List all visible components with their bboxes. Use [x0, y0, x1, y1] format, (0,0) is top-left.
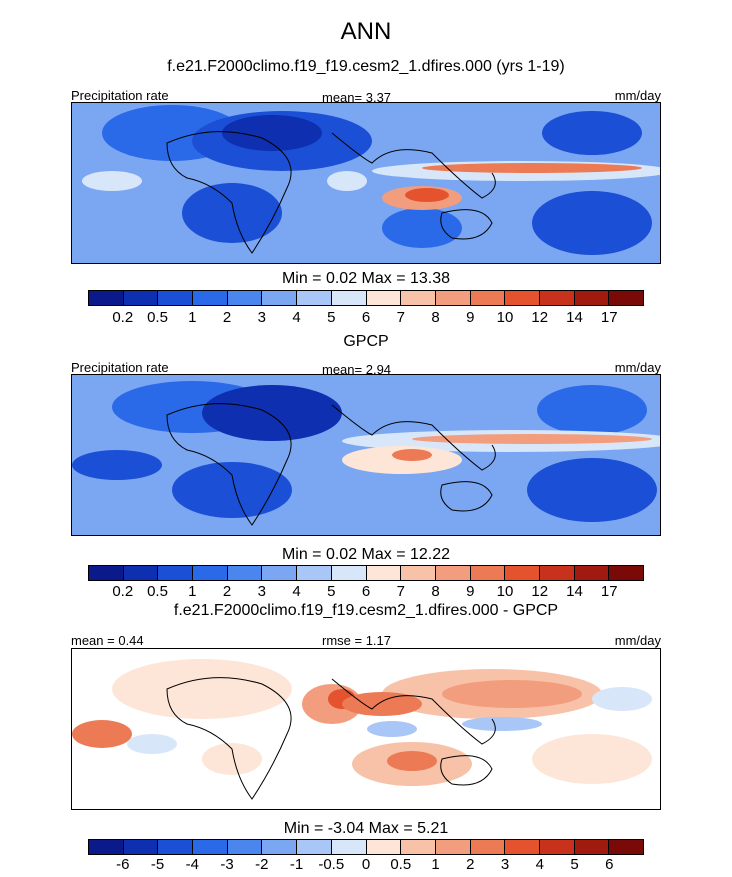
- cbar-tick-label: 6: [361, 583, 371, 600]
- panel3-subtitle: f.e21.F2000climo.f19_f19.cesm2_1.dfires.…: [173, 602, 559, 619]
- panel3-mean-label: mean = 0.44: [71, 633, 144, 648]
- panel2-colorbar-labels: 0.2 0.5 1 2 3 4 5 6 7 8 9 10 12 14 17: [88, 583, 644, 601]
- panel1-subtitle: f.e21.F2000climo.f19_f19.cesm2_1.dfires.…: [167, 58, 565, 75]
- panel2-colorbar: [88, 565, 644, 581]
- cbar-tick-label: 5: [570, 856, 579, 873]
- cbar-tick-label: 4: [292, 309, 301, 326]
- cbar-tick-label: 14: [566, 309, 583, 326]
- cbar-tick-label: 7: [396, 583, 405, 600]
- cbar-tick-label: 2: [222, 309, 232, 326]
- panel1-map: [71, 102, 661, 264]
- cbar-tick-label: 4: [535, 856, 544, 873]
- cbar-tick-label: -3: [220, 856, 234, 873]
- cbar-tick-label: 12: [531, 309, 549, 326]
- figure-title: ANN: [340, 18, 392, 45]
- panel1-min-max: Min = 0.02 Max = 13.38: [281, 270, 451, 287]
- cbar-tick-label: 17: [600, 309, 618, 326]
- cbar-tick-label: 0.5: [147, 309, 168, 326]
- panel1-variable-label: Precipitation rate: [71, 88, 169, 103]
- cbar-tick-label: 4: [292, 583, 301, 600]
- cbar-tick-label: 3: [257, 309, 266, 326]
- cbar-tick-label: 5: [327, 583, 336, 600]
- cbar-tick-label: 1: [188, 583, 197, 600]
- cbar-tick-label: 2: [222, 583, 232, 600]
- cbar-tick-label: 14: [566, 583, 583, 600]
- cbar-tick-label: 2: [466, 856, 475, 873]
- cbar-tick-label: -2: [255, 856, 269, 873]
- panel1-units-label: mm/day: [614, 88, 661, 103]
- cbar-tick-label: 8: [431, 583, 440, 600]
- cbar-tick-label: -6: [116, 856, 130, 873]
- panel2-map: [71, 374, 661, 536]
- panel3-rmse-label: rmse = 1.17: [322, 633, 392, 648]
- panel3-min-max: Min = -3.04 Max = 5.21: [283, 820, 449, 837]
- cbar-tick-label: 3: [257, 583, 266, 600]
- cbar-tick-label: 17: [600, 583, 618, 600]
- panel2-subtitle: GPCP: [343, 333, 389, 350]
- cbar-tick-label: 0: [361, 856, 371, 873]
- panel1-mean-label: mean= 3.37: [322, 90, 392, 105]
- panel3-colorbar: [88, 839, 644, 855]
- cbar-tick-label: 8: [431, 309, 440, 326]
- cbar-tick-label: 6: [361, 309, 371, 326]
- panel2-units-label: mm/day: [614, 360, 661, 375]
- cbar-tick-label: 6: [605, 856, 614, 873]
- cbar-tick-label: 7: [396, 309, 405, 326]
- cbar-tick-label: 10: [496, 309, 514, 326]
- cbar-tick-label: 0.5: [147, 583, 168, 600]
- panel3-units-label: mm/day: [614, 633, 661, 648]
- cbar-tick-label: 0.2: [112, 583, 134, 600]
- cbar-tick-label: 9: [466, 309, 475, 326]
- cbar-tick-label: 5: [327, 309, 336, 326]
- cbar-tick-label: 1: [188, 309, 197, 326]
- cbar-tick-label: -5: [150, 856, 165, 873]
- panel1-colorbar: [88, 290, 644, 306]
- cbar-tick-label: -0.5: [318, 856, 345, 873]
- panel2-variable-label: Precipitation rate: [71, 360, 169, 375]
- cbar-tick-label: 3: [500, 856, 510, 873]
- cbar-tick-label: -1: [289, 856, 304, 873]
- cbar-tick-label: 9: [466, 583, 475, 600]
- cbar-tick-label: -4: [185, 856, 199, 873]
- cbar-tick-label: 0.5: [390, 856, 412, 873]
- panel2-mean-label: mean= 2.94: [322, 362, 392, 377]
- cbar-tick-label: 0.2: [112, 309, 134, 326]
- cbar-tick-label: 12: [531, 583, 549, 600]
- cbar-tick-label: 1: [431, 856, 440, 873]
- panel3-colorbar-labels: -6 -5 -4 -3 -2 -1 -0.5 0 0.5 1 2 3 4 5 6: [88, 856, 644, 874]
- panel1-colorbar-labels: 0.2 0.5 1 2 3 4 5 6 7 8 9 10 12 14 17: [88, 309, 644, 327]
- panel3-map: [71, 648, 661, 810]
- cbar-tick-label: 10: [496, 583, 514, 600]
- panel2-min-max: Min = 0.02 Max = 12.22: [281, 546, 451, 563]
